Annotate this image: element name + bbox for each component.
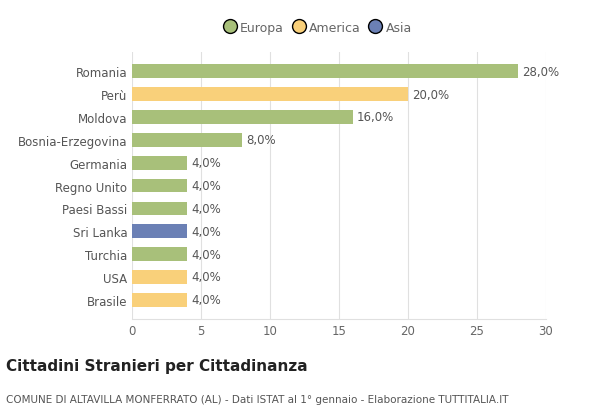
Text: 4,0%: 4,0% [191, 202, 221, 216]
Bar [132, 65, 518, 79]
Text: 28,0%: 28,0% [523, 65, 560, 79]
Bar [132, 293, 187, 307]
Text: COMUNE DI ALTAVILLA MONFERRATO (AL) - Dati ISTAT al 1° gennaio - Elaborazione TU: COMUNE DI ALTAVILLA MONFERRATO (AL) - Da… [6, 393, 509, 404]
Text: 8,0%: 8,0% [247, 134, 276, 147]
Bar [132, 270, 187, 284]
Legend: Europa, America, Asia: Europa, America, Asia [225, 22, 412, 35]
Text: 4,0%: 4,0% [191, 271, 221, 284]
Bar [132, 179, 187, 193]
Bar [132, 202, 187, 216]
Text: 4,0%: 4,0% [191, 248, 221, 261]
Bar [132, 248, 187, 261]
Text: Cittadini Stranieri per Cittadinanza: Cittadini Stranieri per Cittadinanza [6, 358, 308, 373]
Bar [132, 111, 353, 124]
Text: 20,0%: 20,0% [412, 88, 449, 101]
Bar [132, 157, 187, 170]
Text: 4,0%: 4,0% [191, 180, 221, 193]
Text: 4,0%: 4,0% [191, 294, 221, 307]
Bar [132, 225, 187, 238]
Text: 16,0%: 16,0% [357, 111, 394, 124]
Bar [132, 134, 242, 147]
Text: 4,0%: 4,0% [191, 225, 221, 238]
Bar [132, 88, 408, 102]
Text: 4,0%: 4,0% [191, 157, 221, 170]
